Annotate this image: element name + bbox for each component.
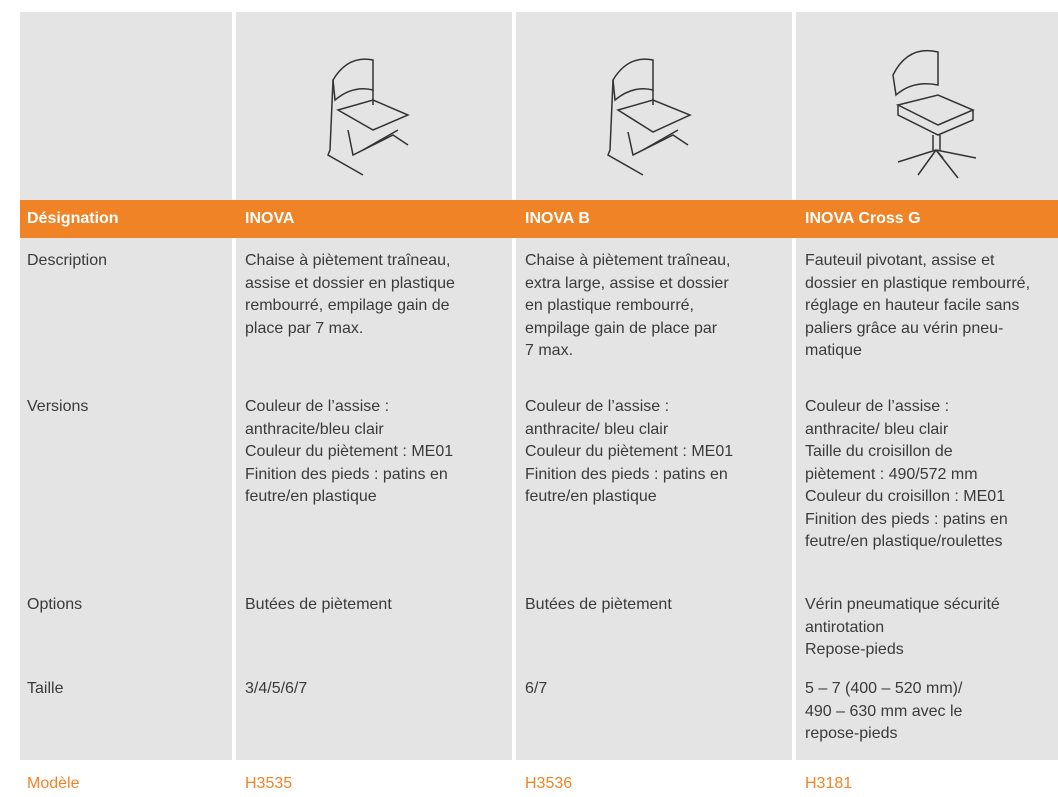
cell-text: 3/4/5/6/7 [245, 680, 308, 697]
footer-label: Modèle [27, 775, 80, 792]
chair-icon [327, 58, 410, 176]
cell-text: assise et dossier en plastique [245, 274, 455, 292]
cell-text: Finition des pieds : patins en [805, 510, 1008, 528]
cell-text: réglage en hauteur facile sans [805, 297, 1020, 314]
cell-text: 6/7 [525, 680, 548, 697]
cell-text: Couleur de l’assise : [245, 398, 390, 415]
cell-text: en plastique rembourré, [525, 297, 694, 314]
cell-text: Couleur du croisillon : ME01 [805, 488, 1006, 505]
row-label: Taille [27, 680, 64, 697]
cell-text: anthracite/bleu clair [245, 420, 384, 438]
cell-text: 490 – 630 mm avec le [805, 702, 963, 720]
model-code: H3181 [805, 775, 853, 792]
cell-text: rembourré, empilage gain de [245, 297, 450, 314]
cell-text: dossier en plastique rembourré, [805, 274, 1031, 292]
cell-text: feutre/en plastique [245, 488, 377, 505]
model-code: H3536 [525, 775, 573, 792]
column-bg [236, 12, 512, 760]
chair-icon [607, 58, 692, 176]
header-row [20, 200, 1058, 238]
cell-text: Finition des pieds : patins en [525, 465, 728, 483]
cell-text: Chaise à piètement traîneau, [245, 252, 451, 269]
cell-text: Chaise à piètement traîneau, [525, 252, 731, 269]
cell-text: antirotation [805, 618, 885, 636]
header-cell: INOVA [245, 210, 295, 227]
cell-text: place par 7 max. [245, 319, 364, 337]
cell-text: Couleur du piètement : ME01 [245, 443, 454, 460]
cell-text: 7 max. [525, 342, 574, 359]
cell-text: Fauteuil pivotant, assise et [805, 252, 995, 269]
row-label: Versions [27, 398, 89, 415]
cell-text: matique [805, 342, 862, 359]
cell-text: extra large, assise et dossier [525, 274, 729, 292]
cell-text: repose-pieds [805, 725, 898, 742]
cell-text: Butées de piètement [245, 596, 392, 613]
header-cell: Désignation [27, 210, 119, 227]
row-label: Description [27, 252, 108, 269]
cell-text: feutre/en plastique/roulettes [805, 533, 1003, 550]
cell-text: anthracite/ bleu clair [805, 420, 949, 438]
chair-icon [892, 50, 977, 179]
cell-text: anthracite/ bleu clair [525, 420, 669, 438]
header-cell: INOVA B [525, 210, 590, 227]
cell-text: Finition des pieds : patins en [245, 465, 448, 483]
cell-text: paliers grâce au vérin pneu- [805, 319, 1004, 337]
cell-text: feutre/en plastique [525, 488, 657, 505]
cell-text: Repose-pieds [805, 641, 904, 658]
cell-text: Vérin pneumatique sécurité [805, 596, 1000, 613]
cell-text: 5 – 7 (400 – 520 mm)/ [805, 680, 963, 697]
column-bg [796, 12, 1058, 760]
cell-text: piètement : 490/572 mm [805, 465, 978, 483]
cell-text: Couleur de l’assise : [525, 398, 670, 415]
cell-text: Couleur du piètement : ME01 [525, 443, 734, 460]
header-cell: INOVA Cross G [805, 210, 921, 227]
column-bg [20, 12, 232, 760]
cell-text: empilage gain de place par [525, 319, 718, 337]
row-label: Options [27, 596, 83, 613]
cell-text: Taille du croisillon de [805, 443, 953, 460]
cell-text: Couleur de l’assise : [805, 398, 950, 415]
column-bg [516, 12, 792, 760]
model-code: H3535 [245, 775, 293, 792]
cell-text: Butées de piètement [525, 596, 672, 613]
